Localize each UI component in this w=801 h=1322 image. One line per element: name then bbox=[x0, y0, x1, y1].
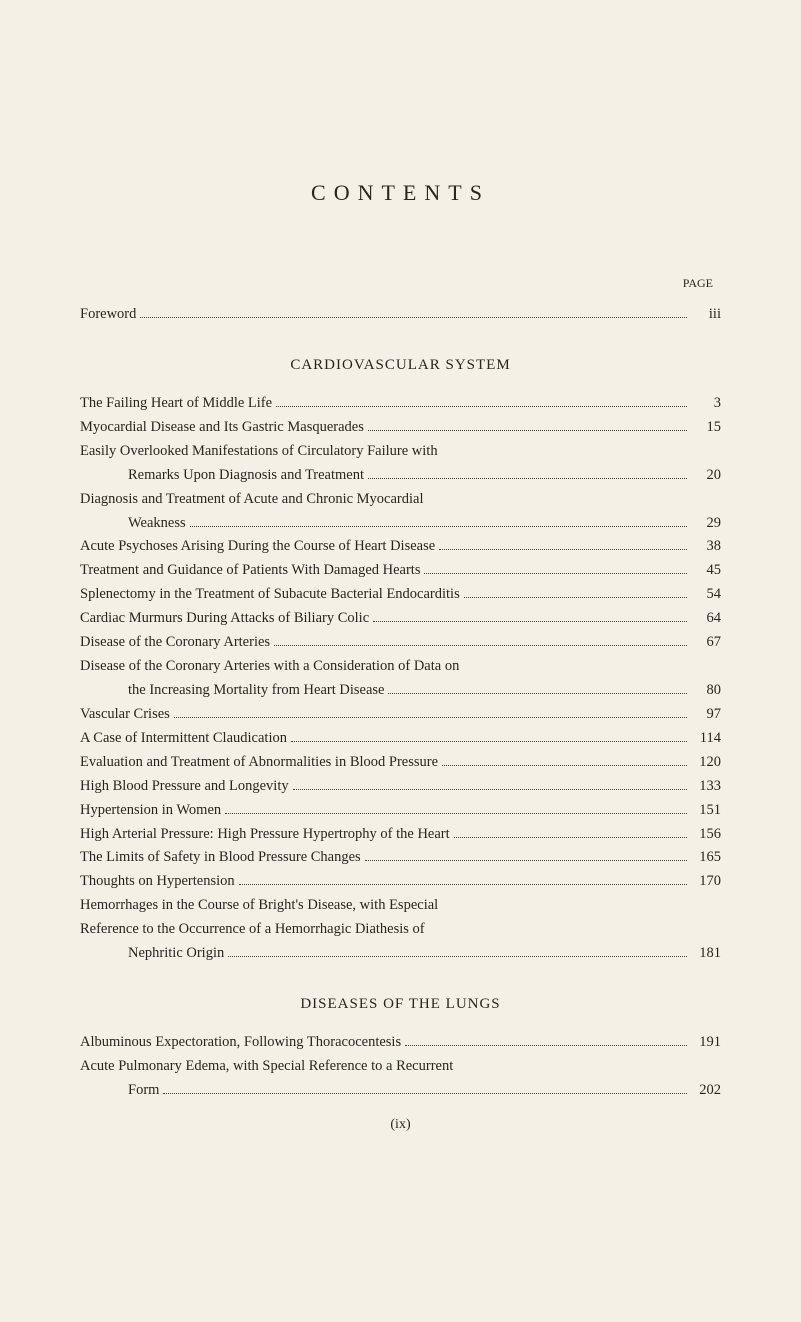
leader-dots bbox=[368, 478, 687, 479]
leader-dots bbox=[274, 645, 687, 646]
toc-entry: the Increasing Mortality from Heart Dise… bbox=[80, 679, 721, 703]
toc-entry: Albuminous Expectoration, Following Thor… bbox=[80, 1031, 721, 1055]
toc-entry: High Arterial Pressure: High Pressure Hy… bbox=[80, 823, 721, 847]
toc-entry: High Blood Pressure and Longevity 133 bbox=[80, 775, 721, 799]
toc-entry: Remarks Upon Diagnosis and Treatment 20 bbox=[80, 464, 721, 488]
toc-entry-text: Nephritic Origin bbox=[80, 942, 224, 966]
leader-dots bbox=[276, 406, 687, 407]
toc-entry-text: Cardiac Murmurs During Attacks of Biliar… bbox=[80, 607, 369, 631]
page-number-footer: (ix) bbox=[80, 1117, 721, 1133]
toc-entry-page: 38 bbox=[691, 535, 721, 559]
toc-entry-text: Albuminous Expectoration, Following Thor… bbox=[80, 1031, 401, 1055]
toc-entry-text: High Arterial Pressure: High Pressure Hy… bbox=[80, 823, 450, 847]
toc-entry-page: 191 bbox=[691, 1031, 721, 1055]
toc-entry-page: 15 bbox=[691, 416, 721, 440]
toc-entry: The Failing Heart of Middle Life 3 bbox=[80, 392, 721, 416]
toc-entry-text: Form bbox=[80, 1079, 159, 1103]
leader-dots bbox=[464, 597, 687, 598]
leader-dots bbox=[228, 956, 687, 957]
toc-entry: Hypertension in Women 151 bbox=[80, 799, 721, 823]
toc-entry: Nephritic Origin 181 bbox=[80, 942, 721, 966]
toc-entry: Evaluation and Treatment of Abnormalitie… bbox=[80, 751, 721, 775]
toc-entry: Weakness 29 bbox=[80, 512, 721, 536]
toc-entry: Cardiac Murmurs During Attacks of Biliar… bbox=[80, 607, 721, 631]
toc-entry-text: Weakness bbox=[80, 512, 186, 536]
toc-entry-text: Hypertension in Women bbox=[80, 799, 221, 823]
toc-entry-page: 45 bbox=[691, 559, 721, 583]
leader-dots bbox=[293, 789, 687, 790]
toc-entry-line: Reference to the Occurrence of a Hemorrh… bbox=[80, 918, 721, 942]
toc-entry-page: 202 bbox=[691, 1079, 721, 1103]
toc-entry-page: 97 bbox=[691, 703, 721, 727]
toc-entry: Splenectomy in the Treatment of Subacute… bbox=[80, 583, 721, 607]
leader-dots bbox=[239, 884, 687, 885]
toc-entry-page: 114 bbox=[691, 727, 721, 751]
toc-entry-text: Thoughts on Hypertension bbox=[80, 870, 235, 894]
section-heading: CARDIOVASCULAR SYSTEM bbox=[80, 357, 721, 374]
leader-dots bbox=[405, 1045, 687, 1046]
toc-entry-text: The Failing Heart of Middle Life bbox=[80, 392, 272, 416]
leader-dots bbox=[291, 741, 687, 742]
toc-entry-page: 80 bbox=[691, 679, 721, 703]
toc-entry-page: 170 bbox=[691, 870, 721, 894]
toc-entry-page: 120 bbox=[691, 751, 721, 775]
leader-dots bbox=[365, 860, 687, 861]
toc-entry-page: 133 bbox=[691, 775, 721, 799]
foreword-text: Foreword bbox=[80, 303, 136, 327]
foreword-entry: Foreword iii bbox=[80, 303, 721, 327]
toc-entry-line: Disease of the Coronary Arteries with a … bbox=[80, 655, 721, 679]
toc-entry: Thoughts on Hypertension 170 bbox=[80, 870, 721, 894]
leader-dots bbox=[163, 1093, 687, 1094]
page-column-label: PAGE bbox=[80, 276, 721, 291]
leader-dots bbox=[454, 837, 687, 838]
leader-dots bbox=[140, 317, 687, 318]
toc-entry: Vascular Crises 97 bbox=[80, 703, 721, 727]
toc-entry: Form 202 bbox=[80, 1079, 721, 1103]
toc-entry-line: Easily Overlooked Manifestations of Circ… bbox=[80, 440, 721, 464]
leader-dots bbox=[424, 573, 687, 574]
leader-dots bbox=[388, 693, 687, 694]
toc-entry-text: A Case of Intermittent Claudication bbox=[80, 727, 287, 751]
toc-entry: A Case of Intermittent Claudication 114 bbox=[80, 727, 721, 751]
toc-entry-text: the Increasing Mortality from Heart Dise… bbox=[80, 679, 384, 703]
leader-dots bbox=[368, 430, 687, 431]
leader-dots bbox=[439, 549, 687, 550]
toc-entry-page: 20 bbox=[691, 464, 721, 488]
toc-entry: Acute Psychoses Arising During the Cours… bbox=[80, 535, 721, 559]
toc-entry-text: The Limits of Safety in Blood Pressure C… bbox=[80, 846, 361, 870]
toc-entry-page: 3 bbox=[691, 392, 721, 416]
toc-entry: The Limits of Safety in Blood Pressure C… bbox=[80, 846, 721, 870]
leader-dots bbox=[442, 765, 687, 766]
toc-entry-text: Splenectomy in the Treatment of Subacute… bbox=[80, 583, 460, 607]
contents-title: CONTENTS bbox=[80, 180, 721, 206]
toc-entry-page: 67 bbox=[691, 631, 721, 655]
toc-entry-page: 29 bbox=[691, 512, 721, 536]
toc-entry: Treatment and Guidance of Patients With … bbox=[80, 559, 721, 583]
toc-entry-text: Myocardial Disease and Its Gastric Masqu… bbox=[80, 416, 364, 440]
toc-entry-line: Acute Pulmonary Edema, with Special Refe… bbox=[80, 1055, 721, 1079]
toc-entry-line: Hemorrhages in the Course of Bright's Di… bbox=[80, 894, 721, 918]
leader-dots bbox=[373, 621, 687, 622]
toc-entry-page: 54 bbox=[691, 583, 721, 607]
toc-entry-page: 181 bbox=[691, 942, 721, 966]
toc-entry-page: 151 bbox=[691, 799, 721, 823]
toc-entry-line: Diagnosis and Treatment of Acute and Chr… bbox=[80, 488, 721, 512]
toc-entry-text: Remarks Upon Diagnosis and Treatment bbox=[80, 464, 364, 488]
toc-entry-text: Vascular Crises bbox=[80, 703, 170, 727]
section-heading: DISEASES OF THE LUNGS bbox=[80, 996, 721, 1013]
leader-dots bbox=[174, 717, 687, 718]
toc-entry-text: Treatment and Guidance of Patients With … bbox=[80, 559, 420, 583]
toc-entry-text: High Blood Pressure and Longevity bbox=[80, 775, 289, 799]
toc-entry: Disease of the Coronary Arteries 67 bbox=[80, 631, 721, 655]
toc-entry-text: Acute Psychoses Arising During the Cours… bbox=[80, 535, 435, 559]
leader-dots bbox=[225, 813, 687, 814]
toc-entry-page: 165 bbox=[691, 846, 721, 870]
toc-entry-page: 64 bbox=[691, 607, 721, 631]
toc-entry: Myocardial Disease and Its Gastric Masqu… bbox=[80, 416, 721, 440]
leader-dots bbox=[190, 526, 687, 527]
foreword-page: iii bbox=[691, 303, 721, 327]
toc-entry-text: Disease of the Coronary Arteries bbox=[80, 631, 270, 655]
toc-entry-page: 156 bbox=[691, 823, 721, 847]
toc-entry-text: Evaluation and Treatment of Abnormalitie… bbox=[80, 751, 438, 775]
